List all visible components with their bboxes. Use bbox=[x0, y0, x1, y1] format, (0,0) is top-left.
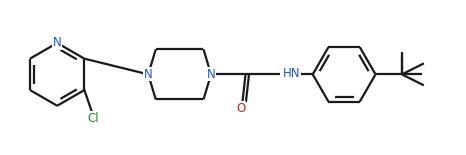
Text: HN: HN bbox=[283, 67, 301, 80]
Text: N: N bbox=[53, 36, 62, 49]
Text: O: O bbox=[237, 102, 246, 115]
Text: Cl: Cl bbox=[87, 112, 99, 125]
Text: N: N bbox=[144, 68, 152, 81]
Text: N: N bbox=[206, 68, 215, 81]
